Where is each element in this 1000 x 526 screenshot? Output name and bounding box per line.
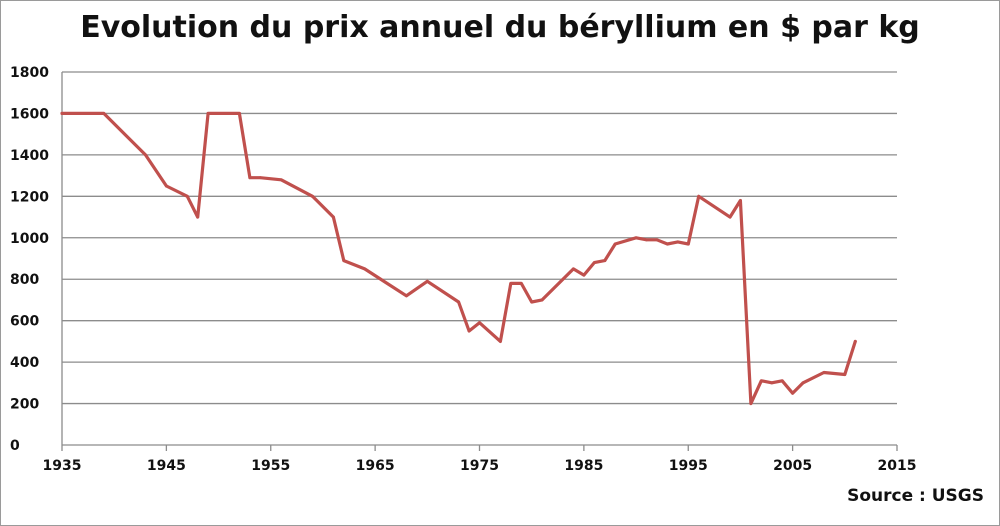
data-point bbox=[739, 199, 742, 202]
data-point bbox=[102, 112, 106, 115]
data-point bbox=[478, 321, 481, 325]
data-point bbox=[759, 379, 763, 383]
data-point bbox=[655, 238, 659, 242]
data-point bbox=[582, 273, 586, 277]
x-tick-label-1975: 1975 bbox=[460, 458, 499, 474]
data-point bbox=[60, 112, 64, 115]
data-point bbox=[457, 300, 461, 304]
data-point bbox=[749, 402, 753, 405]
data-point bbox=[164, 184, 168, 188]
data-point bbox=[467, 329, 471, 333]
chart-title: Evolution du prix annuel du béryllium en… bbox=[80, 10, 920, 45]
y-tick-label-1400: 1400 bbox=[10, 148, 49, 164]
data-point bbox=[770, 381, 774, 385]
data-point bbox=[206, 112, 210, 115]
data-point bbox=[697, 194, 701, 198]
data-point bbox=[509, 281, 513, 285]
y-tick-label-800: 800 bbox=[10, 272, 39, 288]
x-tick-label-2015: 2015 bbox=[878, 458, 917, 474]
data-point bbox=[686, 242, 690, 246]
source-note: Source : USGS bbox=[847, 486, 984, 506]
x-tick-label-2005: 2005 bbox=[773, 458, 812, 474]
data-point bbox=[405, 294, 408, 298]
data-point bbox=[853, 339, 857, 343]
x-tick-label-1945: 1945 bbox=[147, 458, 186, 474]
data-point bbox=[540, 298, 544, 302]
data-point bbox=[592, 261, 596, 265]
y-tick-label-600: 600 bbox=[10, 314, 39, 330]
data-point bbox=[572, 267, 575, 271]
data-point bbox=[519, 281, 523, 285]
data-point bbox=[530, 300, 534, 304]
y-tick-label-0: 0 bbox=[10, 438, 20, 454]
data-point bbox=[425, 279, 429, 283]
data-point bbox=[342, 259, 346, 262]
data-point bbox=[185, 194, 189, 198]
x-tick-label-1965: 1965 bbox=[356, 458, 395, 474]
data-point bbox=[843, 373, 847, 376]
y-tick-label-1600: 1600 bbox=[10, 106, 49, 122]
data-point bbox=[311, 194, 314, 198]
data-point bbox=[248, 176, 252, 180]
data-point bbox=[498, 339, 502, 343]
data-point bbox=[331, 215, 335, 219]
y-tick-label-1000: 1000 bbox=[10, 231, 49, 247]
data-point bbox=[645, 238, 648, 242]
data-point bbox=[728, 215, 732, 219]
data-point bbox=[238, 112, 241, 115]
x-tick-label-1955: 1955 bbox=[251, 458, 290, 474]
data-point bbox=[822, 371, 826, 374]
x-tick-label-1985: 1985 bbox=[564, 458, 603, 474]
data-point bbox=[279, 178, 283, 182]
data-point bbox=[801, 381, 805, 385]
data-point bbox=[676, 240, 680, 244]
data-point bbox=[258, 176, 262, 180]
data-point bbox=[144, 153, 147, 157]
y-tick-label-200: 200 bbox=[10, 397, 39, 413]
x-tick-label-1995: 1995 bbox=[669, 458, 708, 474]
data-point bbox=[634, 236, 638, 240]
x-tick-label-1935: 1935 bbox=[43, 458, 82, 474]
y-tick-label-400: 400 bbox=[10, 355, 39, 371]
data-point bbox=[780, 379, 784, 383]
data-point bbox=[791, 391, 795, 395]
y-tick-label-1200: 1200 bbox=[10, 189, 49, 205]
data-point bbox=[196, 215, 200, 219]
data-point bbox=[613, 242, 617, 246]
data-point bbox=[665, 242, 669, 246]
y-tick-label-1800: 1800 bbox=[10, 65, 49, 81]
series-line-0 bbox=[60, 111, 857, 406]
data-point bbox=[363, 267, 367, 271]
data-point bbox=[603, 259, 607, 262]
